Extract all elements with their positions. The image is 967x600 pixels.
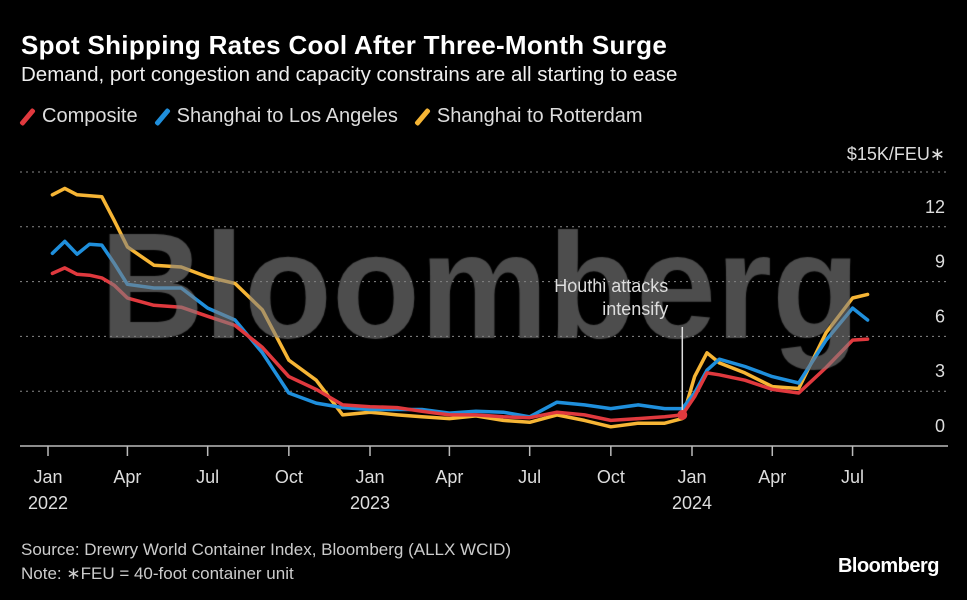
x-tick-label: Oct (597, 467, 625, 487)
x-tick-label: Jul (518, 467, 541, 487)
footer: Source: Drewry World Container Index, Bl… (21, 538, 511, 586)
x-tick-label: Apr (758, 467, 786, 487)
annotation-text: Houthi attacks (554, 276, 668, 296)
bloomberg-logo: Bloomberg (837, 555, 940, 577)
x-tick-label: Apr (113, 467, 141, 487)
y-tick-label: 0 (935, 416, 945, 436)
x-tick-year-label: 2024 (672, 493, 712, 513)
x-tick-label: Jul (196, 467, 219, 487)
x-tick-year-label: 2022 (28, 493, 68, 513)
x-tick-label: Jul (841, 467, 864, 487)
source-note: Source: Drewry World Container Index, Bl… (21, 540, 512, 559)
annotation-text: intensify (602, 299, 668, 319)
y-tick-label: 12 (925, 197, 945, 217)
x-tick-label: Jan (33, 467, 62, 487)
x-tick-label: Jan (355, 467, 384, 487)
y-axis-unit-label: $15K/FEU∗ (847, 144, 945, 164)
y-tick-label: 6 (935, 306, 945, 326)
x-tick-label: Oct (275, 467, 303, 487)
footnote: Note: ∗FEU = 40-foot container unit (21, 564, 294, 583)
y-tick-label: 9 (935, 252, 945, 272)
x-tick-year-label: 2023 (350, 493, 390, 513)
annotation-marker (677, 409, 688, 420)
x-tick-label: Apr (435, 467, 463, 487)
y-tick-label: 3 (935, 361, 945, 381)
x-tick-label: Jan (677, 467, 706, 487)
